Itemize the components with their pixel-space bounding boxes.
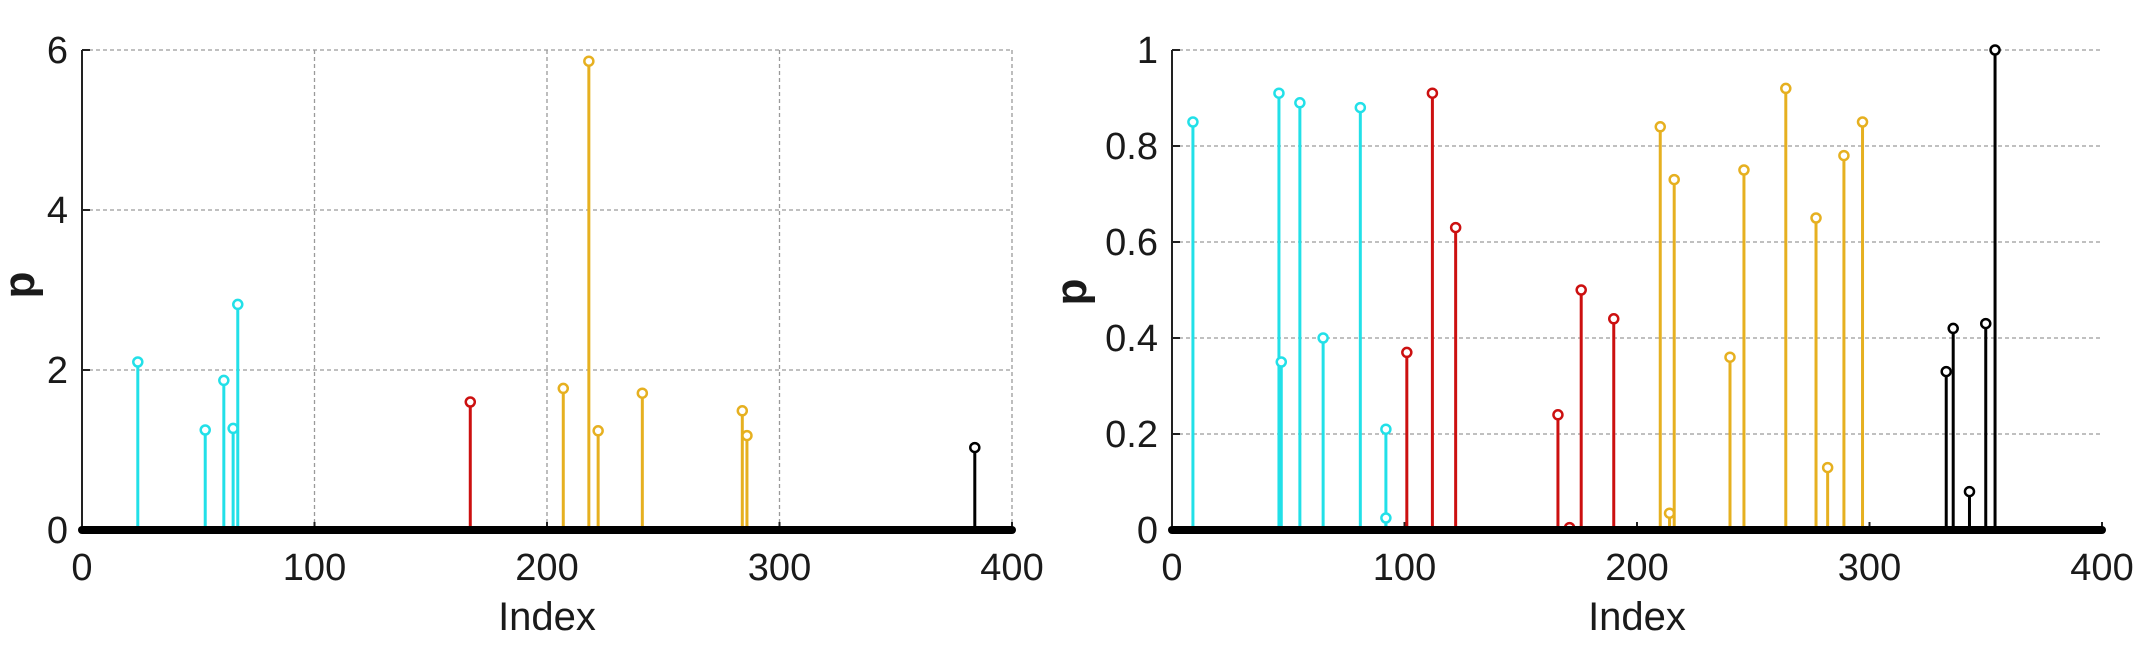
x-axis-label: Index	[1588, 595, 1686, 639]
stem-marker	[1275, 356, 1288, 368]
y-tick-label: 0	[1137, 510, 1158, 552]
x-tick-label: 300	[748, 547, 811, 589]
stem-marker	[1187, 116, 1199, 128]
y-tick-label: 4	[47, 190, 68, 232]
y-axis-label: p	[1047, 279, 1096, 306]
x-axis-label: Index	[498, 595, 596, 639]
x-tick-label: 100	[283, 547, 346, 589]
stem-marker	[1821, 461, 1834, 474]
y-tick-label: 2	[47, 350, 68, 392]
x-tick-label: 0	[71, 547, 92, 589]
stem-marker	[636, 387, 649, 399]
stem-marker	[1575, 284, 1587, 296]
x-tick-label: 200	[1605, 547, 1668, 589]
chart-left: 0 2 4 6 0 100 200 300 400 Index p	[0, 30, 1044, 639]
chart-right: 0 0.2 0.4 0.6 0.8 1 0 100 200 300 400 Index p	[1047, 30, 2134, 639]
stem-marker	[1654, 121, 1666, 133]
stem-marker	[232, 298, 244, 311]
stem-marker	[1738, 164, 1750, 176]
x-tick-label: 200	[515, 547, 578, 589]
y-axis-label: p	[0, 272, 44, 299]
x-tick-label: 0	[1161, 547, 1182, 589]
stem-marker	[1380, 512, 1392, 524]
stem-marker	[1294, 97, 1306, 109]
x-tick-label: 100	[1373, 547, 1436, 589]
stem-marker	[1449, 221, 1462, 234]
stem-marker	[969, 441, 981, 454]
stem-marker	[1273, 87, 1285, 99]
stem-marker	[736, 405, 749, 417]
y-tick-label: 0.4	[1105, 318, 1158, 360]
x-tick-label: 400	[2070, 547, 2133, 589]
stem-marker	[557, 382, 570, 395]
stem-marker	[1380, 423, 1392, 435]
stem-marker	[1963, 485, 1976, 498]
stem-marker	[199, 424, 211, 436]
y-tick-label: 6	[47, 30, 68, 72]
stem-marker	[1317, 332, 1329, 344]
stem-marker	[741, 429, 753, 442]
stem-marker	[1426, 87, 1439, 99]
stem-marker	[592, 425, 604, 437]
stem-marker	[1810, 212, 1822, 224]
y-tick-label: 0	[47, 510, 68, 552]
stem-marker	[1940, 365, 1952, 378]
stem-marker	[1668, 173, 1680, 186]
stem-marker	[218, 374, 230, 387]
x-tick-label: 300	[1838, 547, 1901, 589]
stem-marker	[1608, 313, 1620, 325]
y-tick-label: 1	[1137, 30, 1158, 72]
stem-marker	[1401, 346, 1413, 359]
y-tick-label: 0.6	[1105, 222, 1158, 264]
y-tick-label: 0.8	[1105, 126, 1158, 168]
stem-marker	[1780, 82, 1792, 95]
stem-marker	[464, 396, 477, 408]
stem-marker	[1989, 44, 2001, 56]
stem-marker	[583, 55, 595, 67]
y-tick-label: 0.2	[1105, 414, 1158, 456]
stem-marker	[1354, 101, 1367, 114]
stem-marker	[1724, 351, 1736, 363]
stem-marker	[132, 356, 144, 368]
stem-marker	[1947, 322, 1959, 335]
stem-marker	[1838, 149, 1850, 162]
stem-marker	[1552, 409, 1564, 421]
stem-marker	[1980, 317, 1992, 330]
x-tick-label: 400	[980, 547, 1043, 589]
stem-marker	[1856, 116, 1869, 128]
